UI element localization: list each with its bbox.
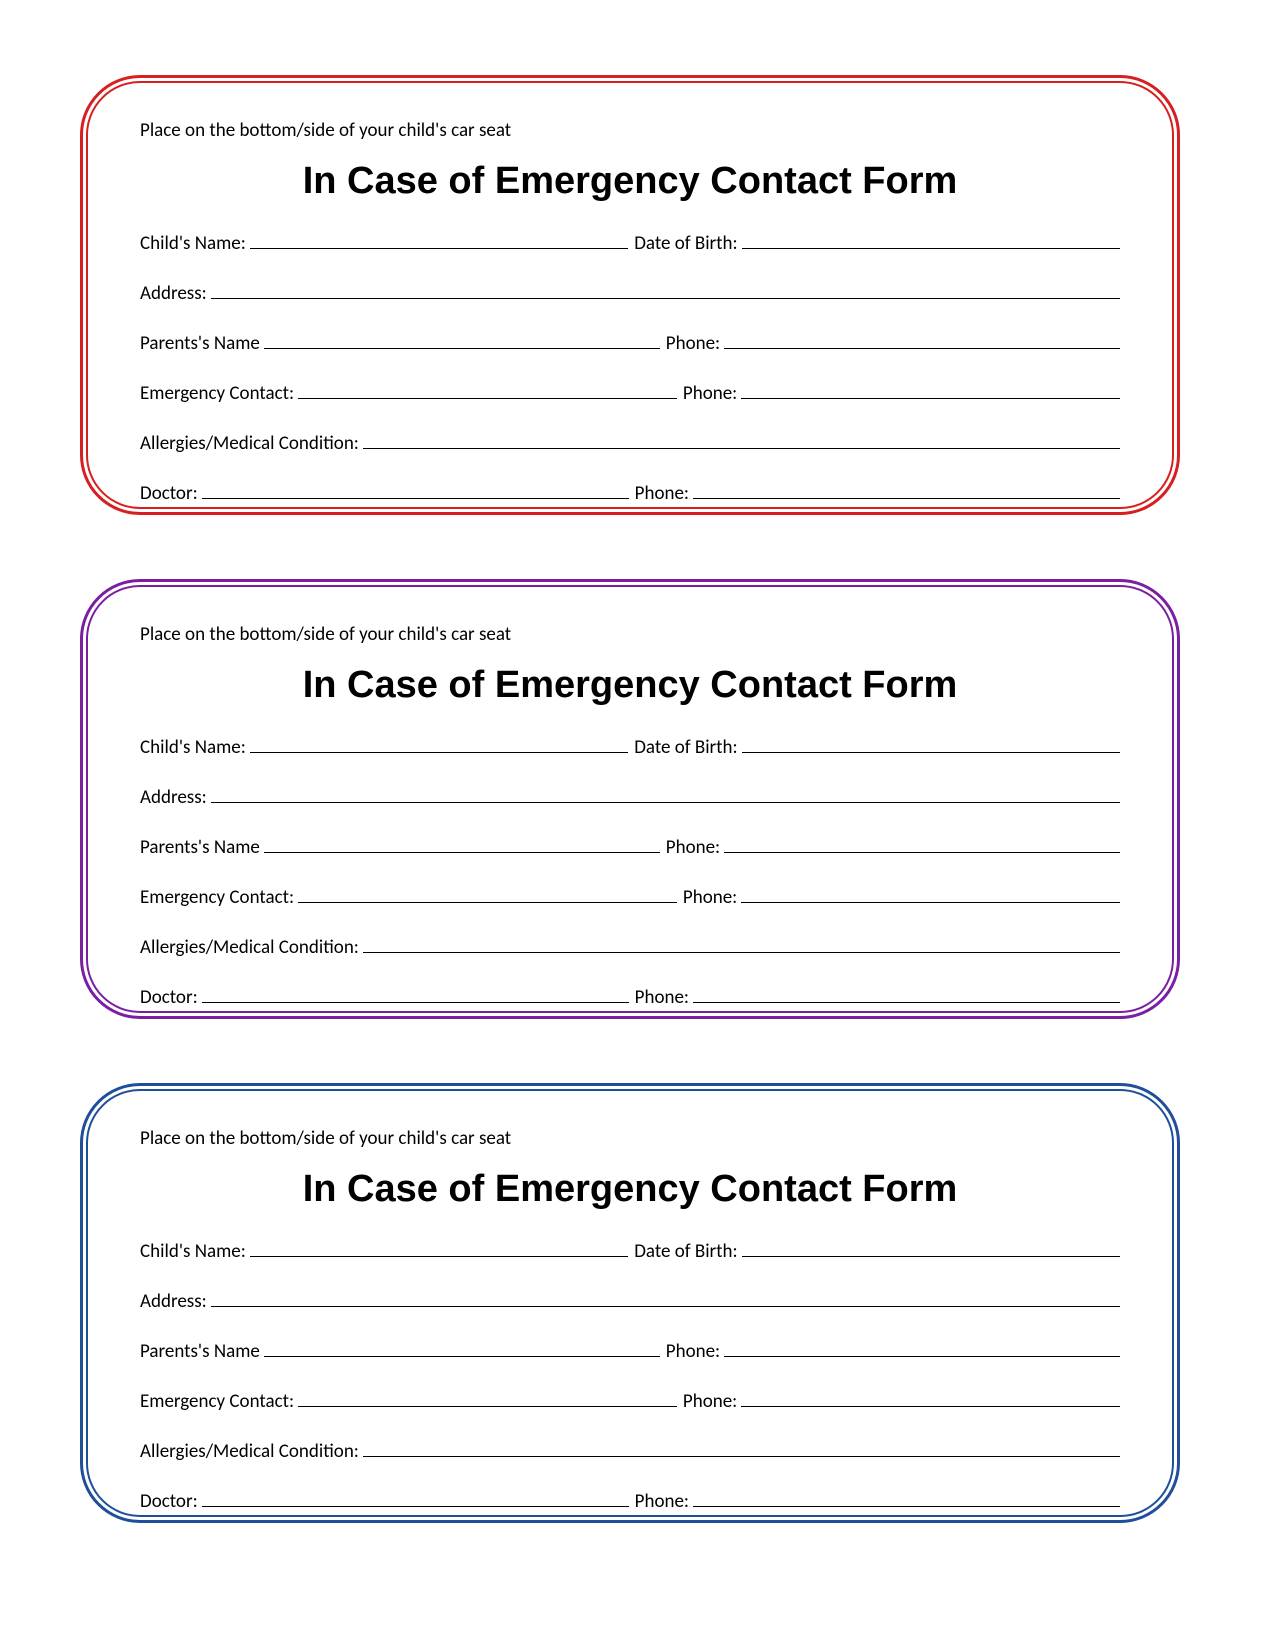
blank-doctor[interactable]	[202, 481, 629, 499]
label-child-name: Child's Name:	[140, 738, 246, 757]
label-emergency-contact: Emergency Contact:	[140, 1392, 294, 1411]
label-phone-3: Phone:	[635, 1492, 689, 1511]
label-doctor: Doctor:	[140, 484, 198, 503]
row-doctor-phone: Doctor: Phone:	[140, 481, 1120, 503]
blank-phone-3[interactable]	[693, 985, 1120, 1003]
row-doctor-phone: Doctor: Phone:	[140, 1489, 1120, 1511]
row-allergies: Allergies/Medical Condition:	[140, 1439, 1120, 1461]
instruction-text: Place on the bottom/side of your child's…	[140, 119, 1120, 142]
blank-phone-1[interactable]	[724, 835, 1120, 853]
blank-dob[interactable]	[742, 231, 1120, 249]
label-dob: Date of Birth:	[634, 234, 737, 253]
blank-phone-2[interactable]	[741, 1389, 1120, 1407]
row-allergies: Allergies/Medical Condition:	[140, 935, 1120, 957]
row-parents-phone: Parents's Name Phone:	[140, 835, 1120, 857]
blank-emergency-contact[interactable]	[298, 381, 677, 399]
blank-phone-1[interactable]	[724, 1339, 1120, 1357]
blank-phone-3[interactable]	[693, 481, 1120, 499]
label-child-name: Child's Name:	[140, 234, 246, 253]
instruction-text: Place on the bottom/side of your child's…	[140, 1127, 1120, 1150]
blank-parents-name[interactable]	[264, 1339, 660, 1357]
label-parents-name: Parents's Name	[140, 1342, 260, 1361]
emergency-card-2: Place on the bottom/side of your child's…	[80, 579, 1180, 1019]
row-emergency-phone: Emergency Contact: Phone:	[140, 885, 1120, 907]
label-phone-2: Phone:	[683, 384, 737, 403]
label-doctor: Doctor:	[140, 1492, 198, 1511]
blank-parents-name[interactable]	[264, 331, 660, 349]
blank-allergies[interactable]	[363, 935, 1120, 953]
label-child-name: Child's Name:	[140, 1242, 246, 1261]
blank-address[interactable]	[211, 1289, 1120, 1307]
form-title: In Case of Emergency Contact Form	[140, 1168, 1120, 1211]
form-title: In Case of Emergency Contact Form	[140, 664, 1120, 707]
form-title: In Case of Emergency Contact Form	[140, 160, 1120, 203]
blank-phone-1[interactable]	[724, 331, 1120, 349]
row-child-dob: Child's Name: Date of Birth:	[140, 735, 1120, 757]
blank-doctor[interactable]	[202, 1489, 629, 1507]
blank-allergies[interactable]	[363, 1439, 1120, 1457]
label-allergies: Allergies/Medical Condition:	[140, 434, 359, 453]
label-address: Address:	[140, 284, 207, 303]
label-phone-1: Phone:	[666, 1342, 720, 1361]
row-address: Address:	[140, 785, 1120, 807]
blank-child-name[interactable]	[250, 1239, 628, 1257]
label-phone-3: Phone:	[635, 484, 689, 503]
row-parents-phone: Parents's Name Phone:	[140, 331, 1120, 353]
blank-phone-2[interactable]	[741, 885, 1120, 903]
blank-phone-3[interactable]	[693, 1489, 1120, 1507]
row-doctor-phone: Doctor: Phone:	[140, 985, 1120, 1007]
blank-emergency-contact[interactable]	[298, 885, 677, 903]
label-address: Address:	[140, 1292, 207, 1311]
label-parents-name: Parents's Name	[140, 334, 260, 353]
label-address: Address:	[140, 788, 207, 807]
blank-allergies[interactable]	[363, 431, 1120, 449]
label-phone-2: Phone:	[683, 888, 737, 907]
blank-dob[interactable]	[742, 735, 1120, 753]
label-allergies: Allergies/Medical Condition:	[140, 1442, 359, 1461]
label-phone-3: Phone:	[635, 988, 689, 1007]
row-address: Address:	[140, 281, 1120, 303]
label-dob: Date of Birth:	[634, 738, 737, 757]
label-emergency-contact: Emergency Contact:	[140, 888, 294, 907]
blank-address[interactable]	[211, 281, 1120, 299]
row-child-dob: Child's Name: Date of Birth:	[140, 231, 1120, 253]
form-fields: Child's Name: Date of Birth: Address: Pa…	[140, 1239, 1120, 1511]
blank-dob[interactable]	[742, 1239, 1120, 1257]
form-fields: Child's Name: Date of Birth: Address: Pa…	[140, 231, 1120, 503]
row-emergency-phone: Emergency Contact: Phone:	[140, 1389, 1120, 1411]
blank-phone-2[interactable]	[741, 381, 1120, 399]
blank-emergency-contact[interactable]	[298, 1389, 677, 1407]
row-allergies: Allergies/Medical Condition:	[140, 431, 1120, 453]
emergency-card-1: Place on the bottom/side of your child's…	[80, 75, 1180, 515]
label-phone-1: Phone:	[666, 334, 720, 353]
blank-doctor[interactable]	[202, 985, 629, 1003]
emergency-card-3: Place on the bottom/side of your child's…	[80, 1083, 1180, 1523]
label-phone-2: Phone:	[683, 1392, 737, 1411]
row-child-dob: Child's Name: Date of Birth:	[140, 1239, 1120, 1261]
label-dob: Date of Birth:	[634, 1242, 737, 1261]
row-emergency-phone: Emergency Contact: Phone:	[140, 381, 1120, 403]
row-parents-phone: Parents's Name Phone:	[140, 1339, 1120, 1361]
label-emergency-contact: Emergency Contact:	[140, 384, 294, 403]
label-allergies: Allergies/Medical Condition:	[140, 938, 359, 957]
blank-child-name[interactable]	[250, 735, 628, 753]
label-phone-1: Phone:	[666, 838, 720, 857]
form-fields: Child's Name: Date of Birth: Address: Pa…	[140, 735, 1120, 1007]
row-address: Address:	[140, 1289, 1120, 1311]
blank-address[interactable]	[211, 785, 1120, 803]
blank-child-name[interactable]	[250, 231, 628, 249]
blank-parents-name[interactable]	[264, 835, 660, 853]
label-parents-name: Parents's Name	[140, 838, 260, 857]
instruction-text: Place on the bottom/side of your child's…	[140, 623, 1120, 646]
label-doctor: Doctor:	[140, 988, 198, 1007]
